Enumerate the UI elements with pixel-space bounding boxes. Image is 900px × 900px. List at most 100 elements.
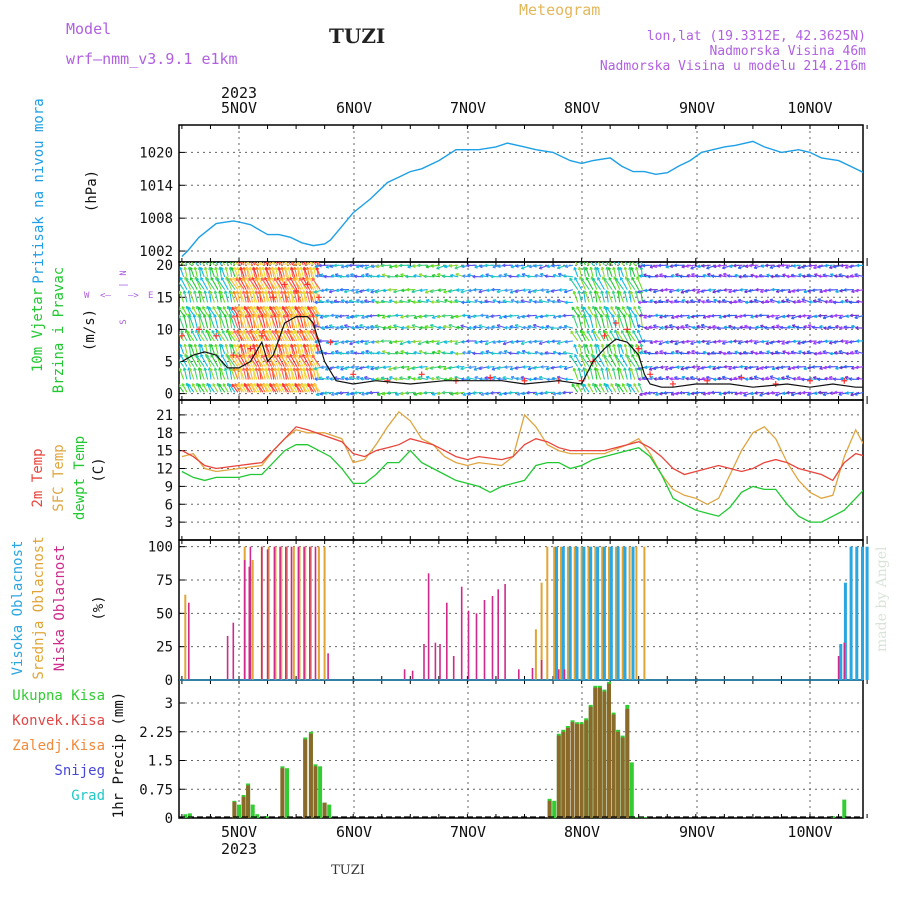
- wind-arrow-head: [302, 368, 304, 372]
- precip-ytick-label: 0: [165, 811, 173, 827]
- wind-arrow: [236, 343, 241, 354]
- wind-arrow-head: [637, 301, 641, 305]
- wind-arrow-head: [673, 264, 678, 268]
- wind-arrow: [258, 368, 264, 380]
- wind-arrow-head: [244, 314, 247, 318]
- wind-arrow: [258, 354, 266, 367]
- wind-arrow-head: [675, 273, 679, 277]
- footer-station: TUZI: [331, 863, 365, 878]
- wind-arrow-head: [361, 317, 365, 319]
- wind-arrow-head: [526, 352, 530, 355]
- wind-arrow-head: [197, 255, 200, 256]
- cloud-ytick-label: 25: [156, 640, 173, 656]
- wind-arrow-head: [208, 266, 211, 270]
- wind-arrow-head: [273, 290, 276, 294]
- wind-barbs: [179, 254, 863, 397]
- wind-arrow-head: [685, 341, 689, 344]
- wind-arrow: [219, 314, 226, 329]
- wind-arrow-head: [197, 290, 200, 294]
- wind-arrow-head: [623, 266, 626, 271]
- wind-arrow: [271, 330, 279, 342]
- wind-arrow-head: [356, 299, 359, 303]
- wind-arrow-head: [400, 274, 404, 277]
- wind-arrow: [258, 291, 264, 303]
- wind-arrow-head: [444, 342, 448, 344]
- wind-arrow: [269, 383, 277, 393]
- wind-arrow: [204, 367, 209, 380]
- wind-arrow-head: [251, 368, 254, 372]
- wind-arrow-head: [734, 274, 738, 278]
- wind-arrow: [304, 306, 311, 316]
- wind-arrow: [631, 277, 640, 290]
- wind-arrow: [508, 314, 519, 317]
- wind-arrow-head: [515, 341, 519, 344]
- wind-arrow-head: [250, 255, 253, 256]
- wind-arrow-head: [722, 316, 727, 319]
- wind-arrow-head: [314, 314, 316, 318]
- wind-arrow-head: [702, 394, 707, 396]
- wind-arrow: [203, 314, 209, 329]
- wind-arrow: [394, 340, 404, 343]
- wind-arrow-head: [454, 300, 458, 303]
- wind-arrow: [179, 344, 185, 354]
- wind-arrow: [220, 344, 226, 354]
- wind-arrow-head: [600, 367, 602, 371]
- wind-arrow-head: [605, 255, 608, 256]
- wind-arrow: [670, 351, 680, 355]
- wind-arrow: [615, 382, 621, 393]
- wind-arrow: [586, 330, 594, 342]
- wind-arrow-head: [539, 273, 543, 277]
- wind-arrow-head: [675, 327, 679, 330]
- wind-arrow-head: [329, 266, 333, 269]
- wind-arrow: [695, 314, 706, 317]
- wind-arrow: [250, 383, 258, 393]
- wind-arrow-head: [305, 343, 308, 348]
- wind-arrow: [288, 383, 296, 393]
- wind-arrow-head: [388, 369, 392, 371]
- wind-arrow: [581, 330, 590, 342]
- wind-arrow: [594, 262, 598, 266]
- wind-arrow-head: [653, 266, 658, 269]
- wind-arrow: [242, 290, 247, 303]
- wind-arrow-head: [474, 376, 478, 380]
- wind-arrow-head: [544, 275, 548, 279]
- wind-arrow: [318, 264, 329, 267]
- wind-arrow: [564, 289, 574, 293]
- wind-arrow-head: [286, 367, 289, 371]
- wind-arrow: [437, 366, 447, 368]
- wind-arrow-head: [448, 291, 452, 293]
- wind-arrow-head: [498, 275, 502, 278]
- wind-arrow-head: [437, 289, 441, 293]
- wind-arrow-head: [188, 291, 191, 295]
- wind-arrow: [292, 354, 302, 367]
- wind-arrow: [286, 354, 296, 367]
- wind-arrow: [361, 351, 370, 355]
- wind-arrow-head: [227, 254, 229, 256]
- wind-arrow: [225, 343, 229, 354]
- wind-arrow: [232, 277, 241, 290]
- wind-arrow: [189, 291, 195, 303]
- wind-arrow-head: [540, 366, 544, 369]
- wind-arrow-head: [510, 299, 514, 303]
- wind-arrow-head: [187, 255, 190, 256]
- wind-arrow-head: [521, 273, 525, 277]
- wind-arrow: [618, 368, 625, 380]
- wind-arrow-head: [314, 301, 318, 305]
- wind-arrow-head: [348, 264, 352, 268]
- wind-arrow: [181, 383, 188, 393]
- wind-arrow-head: [207, 290, 210, 294]
- wind-arrow: [212, 383, 219, 393]
- wind-arrow: [259, 267, 264, 277]
- wind-arrow: [617, 367, 621, 380]
- wind-arrow-head: [394, 352, 398, 355]
- wind-arrow: [587, 306, 594, 316]
- wind-arrow: [591, 329, 598, 342]
- day-label-bottom: 7NOV: [450, 823, 486, 841]
- wind-ytick-label: 10: [156, 322, 173, 338]
- wind-arrow-head: [349, 343, 353, 346]
- wind-arrow-head: [504, 366, 508, 369]
- cloud-ytick-label: 50: [156, 606, 173, 622]
- wind-arrow-head: [486, 367, 490, 370]
- wind-arrow-head: [552, 393, 557, 396]
- wind-arrow: [307, 383, 315, 393]
